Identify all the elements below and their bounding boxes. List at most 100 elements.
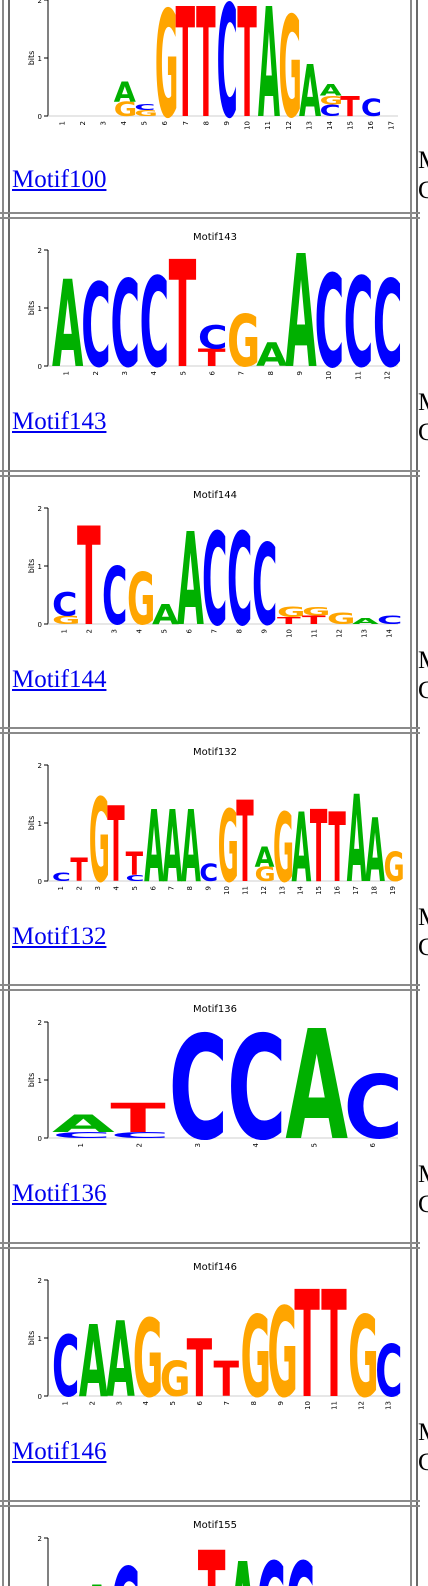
x-tick-label: 4	[252, 1142, 260, 1147]
logo-letter-c: C	[344, 1057, 403, 1159]
logo-letter-c: C	[134, 103, 155, 112]
x-tick-label: 13	[278, 886, 286, 895]
logo-letter-t: T	[176, 0, 196, 145]
logo-letter-a: A	[291, 794, 311, 905]
x-tick-label: 1	[58, 121, 66, 125]
x-tick-label: 12	[383, 371, 391, 380]
logo-letter-g: G	[218, 791, 239, 906]
y-tick-label: 2	[38, 762, 42, 770]
logo-letter-g: G	[267, 1284, 298, 1425]
y-tick-label: 2	[38, 1019, 42, 1027]
logo-letter-c: C	[52, 870, 71, 884]
x-tick-label: 7	[238, 371, 246, 375]
y-axis-label: bits	[27, 816, 36, 831]
logo-letter-a: A	[256, 336, 287, 374]
x-tick-label: 3	[99, 121, 107, 125]
x-tick-label: 6	[208, 370, 216, 375]
y-tick-label: 2	[38, 0, 42, 5]
logo-letter-c: C	[373, 255, 403, 394]
x-tick-label: 2	[88, 1401, 96, 1405]
x-tick-label: 13	[305, 121, 313, 130]
x-tick-label: 8	[267, 371, 275, 375]
x-tick-label: 15	[315, 886, 323, 895]
logo-letter-g: G	[255, 864, 276, 887]
x-tick-label: 3	[121, 371, 129, 375]
x-tick-label: 11	[354, 371, 362, 380]
logo-letter-a: A	[106, 1302, 135, 1422]
x-tick-label: 5	[141, 121, 149, 125]
x-tick-label: 5	[169, 1401, 177, 1405]
motif-cell: Motif144 0 1 2 bits G C 1 T 2 C 3 G 4 A 5 A 6 C 7 C 8 C 9 T G 10 T G…	[10, 478, 405, 736]
x-tick-label: 7	[182, 121, 190, 125]
x-tick-label: 8	[236, 629, 244, 633]
side-column-text: C	[418, 677, 428, 704]
motif-link[interactable]: Motif136	[12, 1180, 107, 1207]
side-column-text: C	[418, 934, 428, 961]
logo-letter-g: G	[114, 97, 137, 120]
logo-letter-t: T	[302, 613, 326, 627]
x-tick-label: 5	[131, 886, 139, 890]
table-border	[410, 0, 412, 1586]
logo-letter-a: A	[177, 507, 204, 653]
x-tick-label: 16	[334, 885, 342, 894]
logo-letter-t: T	[340, 90, 360, 123]
side-column-text: M	[418, 146, 428, 176]
logo-letter-a: A	[114, 76, 136, 109]
x-tick-label: 5	[311, 1143, 319, 1147]
table-border	[8, 0, 10, 1586]
logo-title: Motif136	[193, 1004, 237, 1015]
x-tick-label: 8	[202, 121, 210, 125]
logo-letter-c: C	[140, 252, 170, 395]
x-tick-label: 7	[211, 629, 219, 633]
x-tick-label: 2	[79, 121, 87, 125]
x-tick-label: 3	[94, 886, 102, 890]
x-tick-label: 16	[367, 120, 375, 129]
logo-letter-c: C	[199, 859, 218, 887]
y-axis-label: bits	[27, 301, 36, 316]
y-tick-label: 1	[38, 563, 42, 571]
y-tick-label: 1	[38, 55, 42, 63]
row-divider	[0, 470, 420, 472]
x-tick-label: 3	[115, 1401, 123, 1405]
motif-link[interactable]: Motif100	[12, 166, 107, 193]
logo-letter-a: A	[285, 998, 348, 1167]
logo-letter-a: A	[320, 82, 342, 100]
motif-link[interactable]: Motif132	[12, 923, 107, 950]
logo-title: Motif132	[193, 747, 237, 758]
logo-letter-a: A	[79, 1303, 108, 1419]
y-tick-label: 0	[38, 621, 42, 629]
x-tick-label: 1	[61, 1401, 69, 1405]
y-tick-label: 0	[38, 363, 42, 371]
logo-letter-t: T	[198, 1521, 226, 1586]
logo-letter-c: C	[315, 249, 345, 395]
logo-letter-a: A	[365, 801, 385, 903]
motif-link[interactable]: Motif144	[12, 666, 107, 693]
x-tick-label: 11	[331, 1401, 339, 1410]
x-tick-label: 4	[120, 120, 128, 125]
row-divider	[0, 989, 420, 991]
logo-letter-g: G	[160, 1353, 191, 1409]
x-tick-label: 11	[264, 121, 272, 130]
logo-letter-c: C	[344, 252, 374, 395]
logo-letter-c: C	[198, 319, 228, 357]
motif-cell: Motif155012bits1A2C3G4A5T6A7C8C9101112	[10, 1508, 405, 1586]
x-tick-label: 1	[77, 1143, 85, 1147]
x-tick-label: 6	[161, 120, 169, 125]
sequence-logo: Motif155012bits1A2C3G4A5T6A7C8C9101112	[38, 1520, 315, 1586]
motif-link[interactable]: Motif146	[12, 1438, 107, 1465]
logo-letter-c: C	[227, 507, 252, 653]
logo-letter-g: G	[384, 844, 405, 890]
motif-link[interactable]: Motif143	[12, 408, 107, 435]
x-tick-label: 11	[241, 886, 249, 895]
x-tick-label: 6	[149, 885, 157, 890]
x-tick-label: 10	[244, 121, 252, 130]
logo-letter-g: G	[278, 0, 301, 145]
row-divider	[0, 984, 420, 986]
y-axis-label: bits	[27, 559, 36, 574]
side-column-text: M	[418, 903, 428, 933]
x-tick-label: 2	[76, 886, 84, 890]
y-tick-label: 2	[38, 1277, 42, 1285]
x-tick-label: 8	[250, 1401, 258, 1405]
logo-letter-c: C	[361, 95, 382, 122]
